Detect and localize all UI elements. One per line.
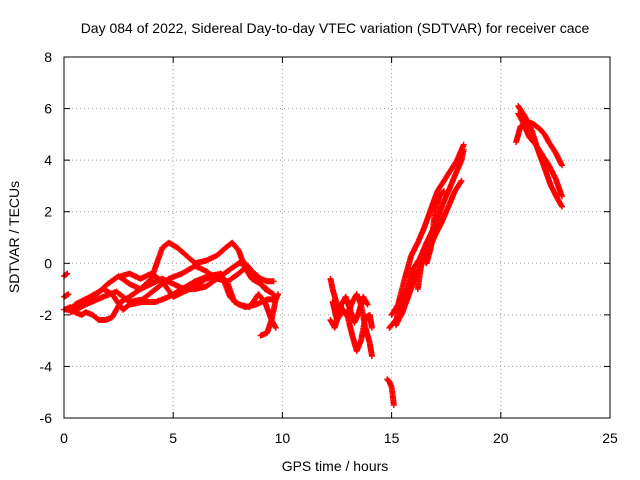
data-track	[414, 188, 447, 293]
data-track	[61, 291, 72, 300]
data-track	[388, 141, 467, 318]
data-point-markers	[117, 270, 277, 311]
chart-title: Day 084 of 2022, Sidereal Day-to-day VTE…	[81, 20, 590, 36]
x-tick-label: 10	[275, 430, 291, 446]
x-tick-label: 0	[60, 430, 68, 446]
y-tick-label: 2	[44, 204, 52, 220]
grid-lines	[64, 57, 610, 418]
data-track	[384, 376, 397, 409]
data-track	[515, 103, 565, 210]
x-tick-label: 25	[602, 430, 618, 446]
data-point-markers	[388, 141, 467, 318]
y-tick-label: 8	[44, 49, 52, 65]
x-tick-label: 20	[493, 430, 509, 446]
data-point-markers	[61, 291, 72, 300]
y-axis-label: SDTVAR / TECUs	[6, 181, 22, 293]
data-point-markers	[384, 376, 397, 409]
y-tick-label: -2	[40, 307, 53, 323]
y-tick-label: 6	[44, 101, 52, 117]
data-track	[327, 293, 371, 331]
y-tick-label: 0	[44, 255, 52, 271]
plot-frame	[63, 56, 611, 419]
data-track	[257, 291, 281, 339]
y-tick-label: -4	[40, 358, 53, 374]
x-axis-label: GPS time / hours	[282, 458, 389, 474]
y-tick-label: -6	[40, 410, 53, 426]
x-tick-label: 5	[169, 430, 177, 446]
data-point-markers	[327, 293, 371, 331]
data-series	[61, 103, 565, 409]
x-tick-label: 15	[384, 430, 400, 446]
data-track	[61, 270, 71, 280]
data-point-markers	[61, 270, 71, 280]
data-track	[117, 270, 277, 311]
y-tick-label: 4	[44, 152, 52, 168]
axis-ticks: 0 5 10 15 20 25 -6 -4 -2 0 2 4 6 8	[40, 49, 618, 446]
data-point-markers	[257, 291, 281, 339]
data-point-markers	[414, 188, 447, 293]
data-point-markers	[515, 103, 565, 210]
